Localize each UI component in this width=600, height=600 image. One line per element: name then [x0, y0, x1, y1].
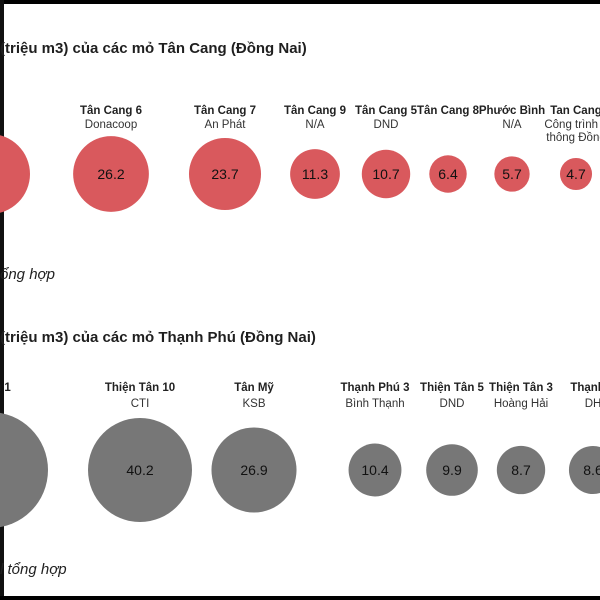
mine-name-label: Thạnh P [570, 382, 600, 394]
bubble [88, 418, 192, 522]
bubble-chart-tan-cang: 1 26.2 Tân Cang 6 Donacoop 23.7 Tân Cang 7 An … [0, 105, 600, 213]
bubble-group: 4.7 Tan Cang Công trình gthông Đồng [544, 105, 600, 191]
bubble-group: 23.7 Tân Cang 7 An Phát [188, 105, 262, 211]
bubble-group: 5.7 Phước Bình N/A [479, 105, 545, 192]
bubble [73, 136, 149, 212]
bubble-value-label: 5.7 [502, 166, 522, 182]
bubble-value-label: 9.9 [442, 462, 462, 478]
bubble-group: 11.3 Tân Cang 9 N/A [284, 105, 346, 199]
bubble [426, 444, 478, 496]
frame-left-border [0, 0, 4, 600]
mine-name-label: Tân Cang 5 [355, 105, 418, 117]
bubble [496, 445, 546, 495]
bubble [0, 135, 30, 213]
chart-source-thanh-phu: l tổng hợp [0, 561, 67, 578]
mine-owner-label: DND [440, 398, 465, 410]
mine-name-label: Tân Cang 9 [284, 105, 346, 117]
bubble-group: 26.9 Tân Mỹ KSB [211, 382, 297, 513]
mine-owner-label: DH [585, 398, 600, 410]
mine-owner-label: Công trình g [544, 119, 600, 131]
bubble-group: 40.2 Thiện Tân 10 CTI [88, 382, 192, 522]
bubble [494, 156, 530, 192]
mine-name-label: Tân Cang 7 [194, 105, 256, 117]
bubble-group: 8.6 Thạnh P DH [568, 382, 600, 495]
mine-owner-label: An Phát [205, 119, 247, 131]
bubble-group: .8n Phú 1LB [0, 382, 48, 528]
bubble [361, 149, 411, 199]
mine-name-label: Thiện Tân 3 [489, 382, 553, 394]
mine-owner-label: CTI [131, 398, 150, 410]
mine-name-label: Phước Bình [479, 105, 545, 117]
bubble [211, 427, 297, 513]
chart-title-tan-cang: (triệu m3) của các mỏ Tân Cang (Đồng Nai… [0, 40, 307, 57]
mine-owner-label: Hoàng Hải [494, 398, 548, 410]
mine-name-label: Tan Cang [550, 105, 600, 117]
mine-owner-label: DND [374, 119, 399, 131]
mine-owner-label: thông Đồng [546, 132, 600, 144]
mine-owner-label: N/A [305, 119, 325, 131]
bubble-group: 9.9 Thiện Tân 5 DND [420, 382, 485, 496]
bubble-value-label: 10.7 [372, 166, 399, 182]
bubble-value-label: 4.7 [566, 166, 586, 182]
bubble-value-label: 8.6 [583, 462, 600, 478]
mine-name-label: Tân Cang 8 [417, 105, 480, 117]
bubble-value-label: 8.7 [511, 462, 531, 478]
bubble [0, 412, 48, 528]
bubble-value-label: 26.9 [240, 462, 267, 478]
bubble-group: 8.7 Thiện Tân 3 Hoàng Hải [489, 382, 553, 495]
bubble-group: 1 [0, 135, 30, 213]
bubble [559, 157, 593, 191]
bubble-group: 26.2 Tân Cang 6 Donacoop [73, 105, 149, 212]
bubble-value-label: 23.7 [211, 166, 238, 182]
chart-source-tan-cang: ổng hợp [0, 266, 55, 283]
mine-owner-label: KSB [242, 398, 265, 410]
mine-name-label: n Phú 1 [0, 382, 11, 394]
bubble [429, 155, 467, 193]
bubble [348, 443, 402, 497]
mine-name-label: Tân Mỹ [234, 382, 274, 394]
bubble-group: 10.4 Thạnh Phú 3 Bình Thạnh [341, 382, 410, 497]
mine-name-label: Thiện Tân 5 [420, 382, 485, 394]
bubble-value-label: 26.2 [97, 166, 124, 182]
bubble [188, 137, 262, 211]
bubble-chart-thanh-phu: .8n Phú 1LB 40.2 Thiện Tân 10 CTI 26.9 Tân Mỹ… [0, 382, 600, 528]
bubble-group: 10.7 Tân Cang 5 DND [355, 105, 418, 199]
chart-title-thanh-phu: (triệu m3) của các mỏ Thạnh Phú (Đồng Na… [0, 329, 316, 346]
mine-name-label: Tân Cang 6 [80, 105, 142, 117]
mine-owner-label: Bình Thạnh [345, 398, 404, 410]
mine-owner-label: Donacoop [85, 119, 137, 131]
bubble-group: 6.4 Tân Cang 8 [417, 105, 480, 193]
frame-bottom-border [0, 596, 600, 600]
bubble-value-label: 6.4 [438, 166, 458, 182]
bubble [568, 445, 600, 495]
bubble-value-label: 11.3 [302, 166, 328, 182]
mine-name-label: Thiện Tân 10 [105, 382, 175, 394]
bubble-value-label: 40.2 [126, 462, 153, 478]
frame-top-border [0, 0, 600, 4]
mine-owner-label: N/A [502, 119, 522, 131]
mine-name-label: Thạnh Phú 3 [341, 382, 410, 394]
bubble-value-label: 10.4 [361, 462, 388, 478]
bubble [290, 149, 340, 199]
